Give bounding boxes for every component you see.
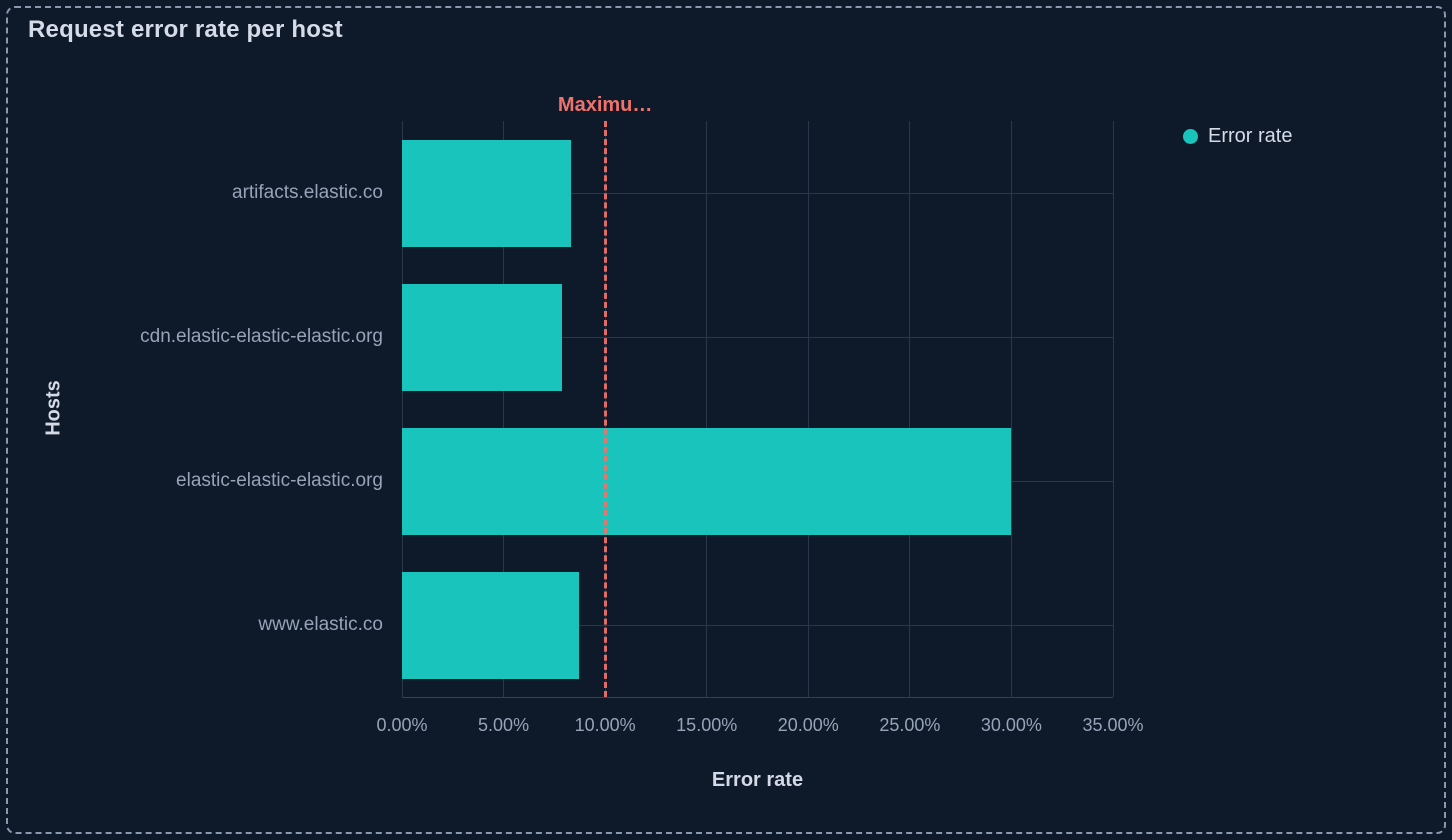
y-axis-category-label: cdn.elastic-elastic-elastic.org	[140, 326, 383, 347]
x-axis-tick-label: 0.00%	[376, 715, 428, 735]
x-axis-tick-label: 10.00%	[574, 715, 636, 735]
legend: Error rate	[1183, 125, 1292, 148]
x-axis-tick-label: 30.00%	[980, 715, 1042, 735]
vertical-gridline	[706, 121, 708, 697]
y-axis-category-label: elastic-elastic-elastic.org	[176, 470, 383, 491]
x-axis-tick-label: 25.00%	[879, 715, 941, 735]
vertical-gridline	[909, 121, 911, 697]
x-axis-tick-label: 20.00%	[777, 715, 839, 735]
vertical-gridline	[1010, 121, 1012, 697]
vertical-gridline	[503, 121, 505, 697]
x-axis-tick-label: 15.00%	[676, 715, 738, 735]
y-axis-title: Hosts	[42, 380, 65, 436]
vertical-gridline	[401, 121, 403, 697]
legend-item[interactable]: Error rate	[1183, 125, 1292, 148]
bar[interactable]	[402, 283, 563, 391]
y-axis-category-label: artifacts.elastic.co	[232, 182, 383, 203]
x-axis-tick-label: 5.00%	[478, 715, 530, 735]
bar[interactable]	[402, 571, 579, 679]
x-axis-title: Error rate	[711, 769, 804, 791]
horizontal-gridline	[402, 192, 1113, 194]
bar[interactable]	[402, 139, 571, 247]
y-axis-category-label: www.elastic.co	[258, 614, 383, 635]
horizontal-gridline	[402, 336, 1113, 338]
legend-item-label: Error rate	[1208, 125, 1293, 147]
x-axis-line	[402, 696, 1113, 698]
vertical-gridline	[807, 121, 809, 697]
threshold-line	[603, 121, 607, 697]
x-axis-tick-label: 35.00%	[1082, 715, 1144, 735]
bar[interactable]	[402, 427, 1012, 535]
vertical-gridline	[1112, 121, 1114, 697]
panel-title: Request error rate per host	[28, 16, 343, 43]
legend-color-dot-icon	[1183, 129, 1198, 144]
horizontal-gridline	[402, 624, 1113, 626]
threshold-label[interactable]: Maximu…	[557, 94, 653, 116]
